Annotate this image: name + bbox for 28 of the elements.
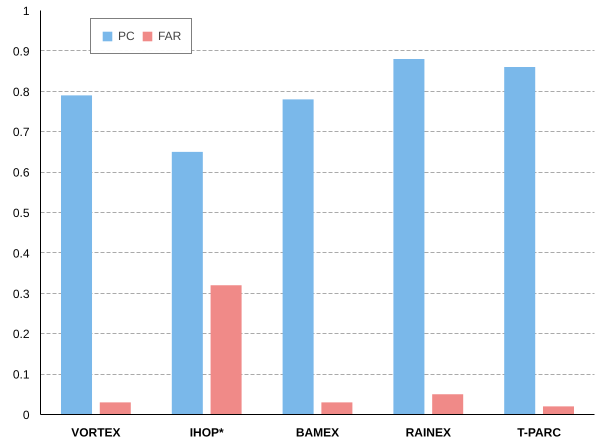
- legend-label: FAR: [158, 29, 182, 43]
- bar: [210, 285, 242, 414]
- bar: [542, 406, 574, 414]
- y-tick-label: 0.5: [12, 206, 30, 220]
- x-tick-label: T-PARC: [517, 426, 562, 440]
- bar: [504, 67, 536, 414]
- x-tick-label: RAINEX: [406, 426, 451, 440]
- y-tick-label: 0.2: [12, 327, 30, 342]
- x-tick-label: IHOP*: [190, 426, 224, 440]
- bar: [432, 394, 464, 414]
- bar: [100, 402, 131, 414]
- y-tick-label: 0.3: [12, 286, 30, 301]
- y-tick-label: 0.6: [12, 166, 30, 180]
- x-tick-label: VORTEX: [71, 426, 121, 440]
- legend-label: PC: [118, 29, 136, 43]
- bar: [61, 95, 92, 414]
- y-tick-label: 0.9: [12, 44, 30, 58]
- bar: [321, 402, 352, 414]
- y-tick-label: 0: [22, 408, 30, 422]
- bar: [393, 58, 424, 414]
- bar: [282, 99, 314, 414]
- y-tick-label: 0.1: [12, 368, 30, 382]
- x-tick-label: BAMEX: [296, 426, 340, 440]
- y-tick-label: 0.4: [12, 246, 30, 260]
- y-tick-label: 0.8: [12, 84, 30, 99]
- y-tick-label: 0.7: [12, 125, 30, 140]
- bar: [172, 152, 203, 414]
- y-tick-label: 1: [22, 4, 30, 18]
